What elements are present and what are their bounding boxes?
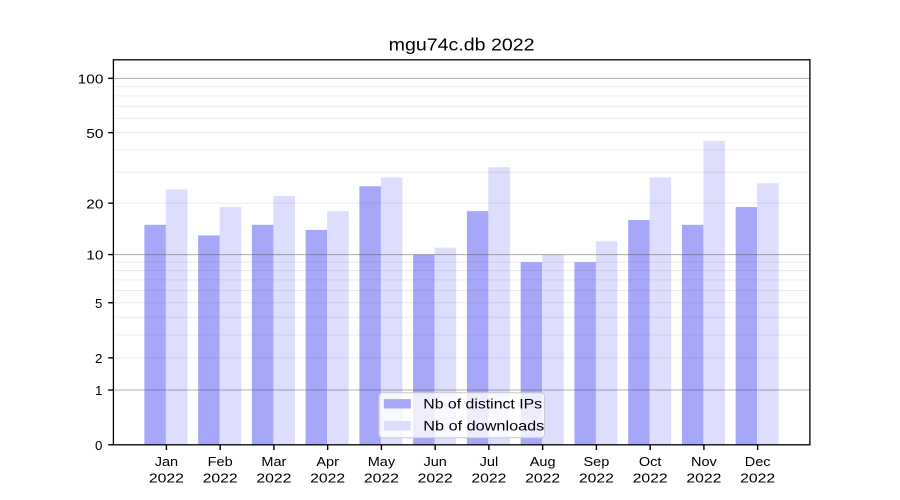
svg-text:Oct: Oct (639, 453, 662, 468)
svg-text:Aug: Aug (530, 453, 556, 468)
svg-text:2022: 2022 (579, 471, 614, 486)
svg-text:Jun: Jun (423, 453, 446, 468)
svg-text:10: 10 (86, 249, 103, 264)
svg-text:Feb: Feb (208, 453, 233, 468)
svg-text:Apr: Apr (316, 453, 339, 468)
svg-text:Jan: Jan (155, 453, 178, 468)
svg-text:2022: 2022 (471, 471, 506, 486)
svg-text:Mar: Mar (261, 453, 286, 468)
svg-text:Jul: Jul (480, 453, 499, 468)
svg-text:5: 5 (95, 296, 102, 311)
svg-text:Nb of distinct IPs: Nb of distinct IPs (423, 397, 542, 412)
svg-text:Nov: Nov (691, 453, 717, 468)
svg-text:2022: 2022 (310, 471, 345, 486)
svg-text:20: 20 (86, 197, 103, 212)
svg-text:2022: 2022 (686, 471, 721, 486)
svg-text:2022: 2022 (256, 471, 291, 486)
svg-text:2022: 2022 (203, 471, 238, 486)
svg-text:2022: 2022 (149, 471, 184, 486)
svg-text:2022: 2022 (364, 471, 399, 486)
svg-text:2: 2 (95, 351, 102, 366)
svg-text:0: 0 (95, 438, 102, 453)
svg-text:2022: 2022 (525, 471, 560, 486)
svg-text:mgu74c.db 2022: mgu74c.db 2022 (389, 34, 535, 54)
svg-text:50: 50 (86, 127, 103, 142)
svg-text:1: 1 (95, 383, 102, 398)
svg-text:100: 100 (78, 72, 104, 87)
svg-text:Nb of downloads: Nb of downloads (423, 418, 544, 434)
svg-text:2022: 2022 (418, 471, 453, 486)
svg-text:2022: 2022 (740, 471, 775, 486)
svg-text:May: May (368, 453, 395, 468)
svg-text:Sep: Sep (584, 453, 610, 468)
svg-text:2022: 2022 (633, 471, 668, 486)
svg-text:Dec: Dec (745, 453, 771, 468)
